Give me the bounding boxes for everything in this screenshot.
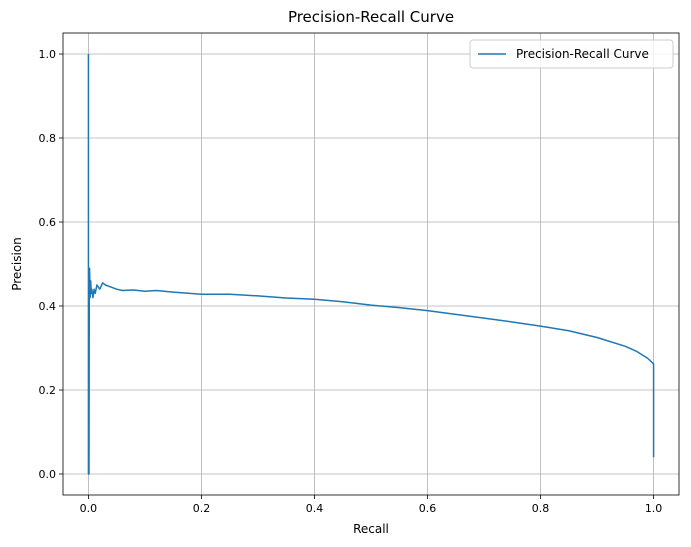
y-tick-label-0: 0.0 xyxy=(39,468,57,481)
chart-title: Precision-Recall Curve xyxy=(288,8,454,26)
y-tick-label-3: 0.6 xyxy=(39,216,57,229)
x-tick-label-1: 0.2 xyxy=(193,502,211,515)
grid-lines xyxy=(63,33,679,495)
x-tick-label-5: 1.0 xyxy=(645,502,663,515)
y-axis-label: Precision xyxy=(10,237,24,291)
y-tick-label-1: 0.2 xyxy=(39,384,57,397)
legend: Precision-Recall Curve xyxy=(469,39,674,69)
plot-frame xyxy=(62,32,680,496)
x-axis-label: Recall xyxy=(353,522,389,536)
x-tick-label-0: 0.0 xyxy=(80,502,98,515)
x-tick-label-3: 0.6 xyxy=(419,502,437,515)
y-axis-ticks: 0.0 0.2 0.4 0.6 0.8 1.0 xyxy=(39,48,63,481)
x-axis-ticks: 0.0 0.2 0.4 0.6 0.8 1.0 xyxy=(80,495,663,515)
x-tick-label-2: 0.4 xyxy=(306,502,324,515)
y-tick-label-4: 0.8 xyxy=(39,132,57,145)
legend-box xyxy=(469,39,674,69)
y-tick-label-2: 0.4 xyxy=(39,300,57,313)
legend-entry-label: Precision-Recall Curve xyxy=(516,47,649,61)
x-tick-label-4: 0.8 xyxy=(532,502,550,515)
series-layer xyxy=(87,54,655,475)
series-line-0 xyxy=(87,54,655,475)
y-tick-label-5: 1.0 xyxy=(39,48,57,61)
